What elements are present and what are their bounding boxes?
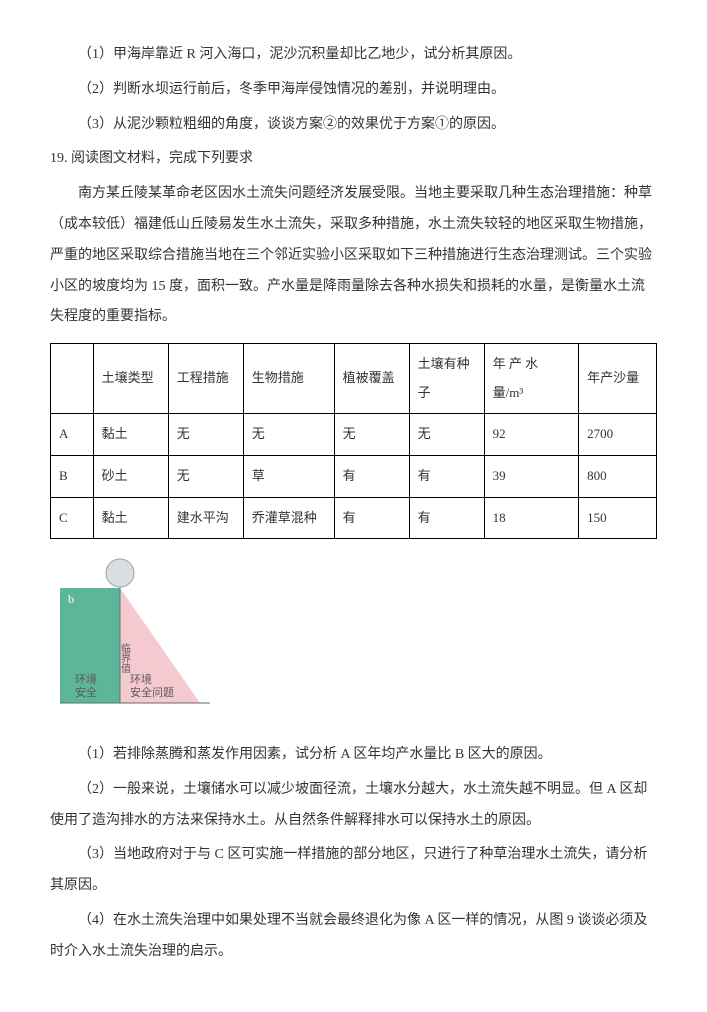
cell: 黏土: [93, 414, 168, 456]
question-19-paragraph: 南方某丘陵某革命老区因水土流失问题经济发展受限。当地主要采取几种生态治理措施：种…: [50, 179, 657, 333]
col-bio: 生物措施: [243, 344, 334, 414]
cell: B: [51, 455, 94, 497]
cell: A: [51, 414, 94, 456]
cell: 39: [484, 455, 579, 497]
cell: 黏土: [93, 497, 168, 539]
cell: 有: [409, 497, 484, 539]
cell: 无: [409, 414, 484, 456]
cell: 无: [243, 414, 334, 456]
table-header-row: 土壤类型 工程措施 生物措施 植被覆盖 土壤有种子 年 产 水 量/m³ 年产沙…: [51, 344, 657, 414]
cell: 18: [484, 497, 579, 539]
label-threshold: 临界值: [119, 642, 131, 674]
sub-question-2: （2）一般来说，土壤储水可以减少坡面径流，土壤水分越大，水土流失越不明显。但 A…: [50, 775, 657, 837]
question-3: （3）从泥沙颗粒粗细的角度，谈谈方案②的效果优于方案①的原因。: [50, 110, 657, 141]
sub-question-1: （1）若排除蒸腾和蒸发作用因素，试分析 A 区年均产水量比 B 区大的原因。: [50, 740, 657, 771]
cell: 92: [484, 414, 579, 456]
col-sand: 年产沙量: [579, 344, 657, 414]
cell: 乔灌草混种: [243, 497, 334, 539]
cell: 有: [334, 497, 409, 539]
cell: 无: [168, 414, 243, 456]
table-row: B 砂土 无 草 有 有 39 800: [51, 455, 657, 497]
col-cover: 植被覆盖: [334, 344, 409, 414]
label-problem-1: 环境: [130, 672, 152, 686]
cell: 有: [409, 455, 484, 497]
label-safe-2: 安全: [75, 685, 97, 699]
cell: 建水平沟: [168, 497, 243, 539]
col-water: 年 产 水 量/m³: [484, 344, 579, 414]
question-19-heading: 19. 阅读图文材料，完成下列要求: [50, 144, 657, 175]
sub-question-4: （4）在水土流失治理中如果处理不当就会最终退化为像 A 区一样的情况，从图 9 …: [50, 906, 657, 968]
label-problem-2: 安全问题: [130, 685, 174, 699]
cell: 有: [334, 455, 409, 497]
cell: 草: [243, 455, 334, 497]
col-seed: 土壤有种子: [409, 344, 484, 414]
question-2: （2）判断水坝运行前后，冬季甲海岸侵蚀情况的差别，并说明理由。: [50, 75, 657, 106]
threshold-diagram: b 临界值 环境 安全 环境 安全问题: [50, 553, 657, 726]
cell: 砂土: [93, 455, 168, 497]
table-row: C 黏土 建水平沟 乔灌草混种 有 有 18 150: [51, 497, 657, 539]
cell: 800: [579, 455, 657, 497]
cell: 无: [334, 414, 409, 456]
cell: C: [51, 497, 94, 539]
cell: 150: [579, 497, 657, 539]
data-table: 土壤类型 工程措施 生物措施 植被覆盖 土壤有种子 年 产 水 量/m³ 年产沙…: [50, 343, 657, 539]
label-b: b: [68, 592, 74, 606]
sub-question-3: （3）当地政府对于与 C 区可实施一样措施的部分地区，只进行了种草治理水土流失，…: [50, 840, 657, 902]
cell: 2700: [579, 414, 657, 456]
table-row: A 黏土 无 无 无 无 92 2700: [51, 414, 657, 456]
label-safe-1: 环境: [75, 672, 97, 686]
col-soil: 土壤类型: [93, 344, 168, 414]
ball-icon: [106, 559, 134, 587]
cell: 无: [168, 455, 243, 497]
col-blank: [51, 344, 94, 414]
col-eng: 工程措施: [168, 344, 243, 414]
question-1: （1）甲海岸靠近 R 河入海口，泥沙沉积量却比乙地少，试分析其原因。: [50, 40, 657, 71]
